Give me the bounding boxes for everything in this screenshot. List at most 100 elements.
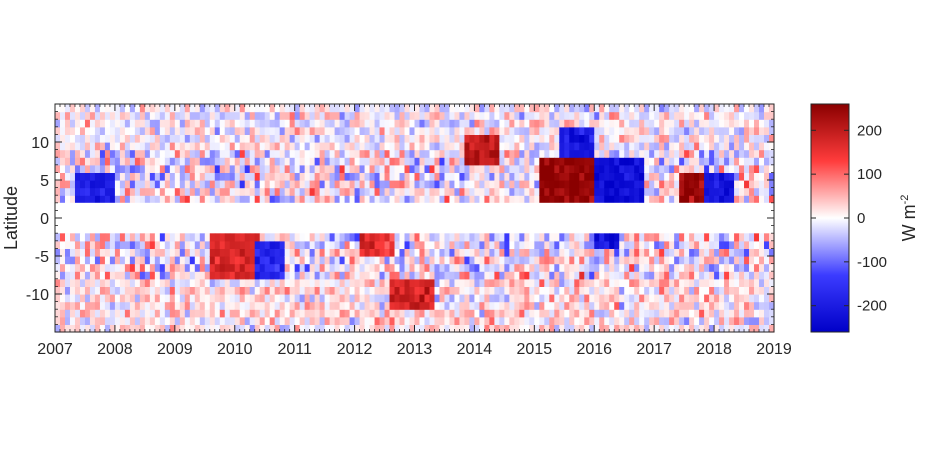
heat-cell — [744, 149, 750, 158]
heat-cell — [604, 164, 610, 173]
heat-cell — [294, 187, 301, 196]
heat-cell — [569, 286, 575, 295]
heat-cell — [649, 301, 655, 310]
heat-cell — [524, 187, 530, 196]
heat-cell — [314, 187, 321, 196]
heat-cell — [739, 233, 745, 242]
heat-cell — [729, 256, 735, 265]
heat-cell — [114, 142, 121, 151]
heat-cell — [704, 149, 710, 158]
heat-cell — [404, 309, 411, 318]
heat-cell — [494, 294, 500, 303]
heat-cell — [654, 126, 660, 135]
heat-cell — [569, 309, 575, 318]
heat-cell — [159, 111, 166, 120]
heat-cell — [349, 180, 356, 189]
heat-cell — [744, 126, 750, 135]
heat-cell — [224, 195, 231, 204]
heat-cell — [189, 134, 196, 143]
heat-cell — [364, 263, 371, 272]
heat-cell — [144, 256, 151, 265]
heat-cell — [299, 294, 306, 303]
heat-cell — [389, 104, 396, 113]
heat-cell — [209, 324, 216, 333]
heat-cell — [204, 119, 211, 128]
heat-cell — [429, 278, 436, 287]
heat-cell — [744, 271, 750, 280]
heat-cell — [559, 126, 565, 135]
heat-cell — [174, 119, 181, 128]
heat-cell — [224, 142, 231, 151]
heat-cell — [294, 233, 301, 242]
heat-cell — [174, 309, 181, 318]
heat-cell — [519, 271, 525, 280]
heat-cell — [584, 309, 590, 318]
heat-cell — [769, 316, 775, 325]
heat-cell — [159, 263, 166, 272]
heat-cell — [679, 126, 685, 135]
heat-cell — [534, 126, 540, 135]
heat-cell — [204, 142, 211, 151]
heat-cell — [454, 142, 461, 151]
heat-cell — [389, 240, 396, 249]
heat-cell — [724, 233, 730, 242]
heat-cell — [364, 301, 371, 310]
heat-cell — [749, 271, 755, 280]
heat-cell — [654, 149, 660, 158]
heat-cell — [704, 134, 710, 143]
heat-cell — [674, 142, 680, 151]
heat-cell — [329, 263, 336, 272]
heat-cell — [74, 294, 81, 303]
heat-cell — [479, 301, 485, 310]
heat-cell — [644, 294, 650, 303]
heat-cell — [109, 286, 116, 295]
heat-cell — [354, 157, 361, 166]
heat-cell — [584, 248, 590, 257]
heat-cell — [704, 263, 710, 272]
heat-cell — [64, 187, 71, 196]
heat-cell — [94, 309, 101, 318]
heat-cell — [424, 111, 431, 120]
heat-cell — [274, 187, 281, 196]
heat-cell — [349, 157, 356, 166]
heat-cell — [104, 263, 111, 272]
heat-cell — [149, 142, 156, 151]
heat-cell — [434, 301, 441, 310]
heat-cell — [409, 271, 416, 280]
heat-cell — [559, 187, 565, 196]
heat-cell — [599, 119, 605, 128]
heat-cell — [584, 104, 590, 113]
heat-cell — [524, 301, 530, 310]
heat-cell — [109, 172, 116, 181]
heat-cell — [74, 187, 81, 196]
heat-cell — [679, 256, 685, 265]
heat-cell — [534, 301, 540, 310]
heat-cell — [399, 195, 406, 204]
heat-cell — [539, 286, 545, 295]
heat-cell — [759, 301, 765, 310]
heat-cell — [689, 157, 695, 166]
heat-cell — [344, 256, 351, 265]
heat-cell — [214, 248, 221, 257]
heat-cell — [719, 240, 725, 249]
heat-cell — [679, 294, 685, 303]
heat-cell — [149, 180, 156, 189]
heat-cell — [599, 324, 605, 333]
heat-cell — [704, 119, 710, 128]
heat-cell — [274, 256, 281, 265]
heat-cell — [174, 134, 181, 143]
heat-cell — [699, 134, 705, 143]
heat-cell — [164, 324, 171, 333]
heat-cell — [374, 301, 381, 310]
heat-cell — [734, 126, 740, 135]
heat-cell — [269, 263, 276, 272]
heat-cell — [684, 149, 690, 158]
heat-cell — [344, 278, 351, 287]
heat-cell — [629, 180, 635, 189]
heat-cell — [254, 248, 261, 257]
heat-cell — [489, 157, 495, 166]
heat-cell — [614, 301, 620, 310]
heat-cell — [379, 263, 386, 272]
heat-cell — [419, 104, 426, 113]
heat-cell — [199, 286, 206, 295]
